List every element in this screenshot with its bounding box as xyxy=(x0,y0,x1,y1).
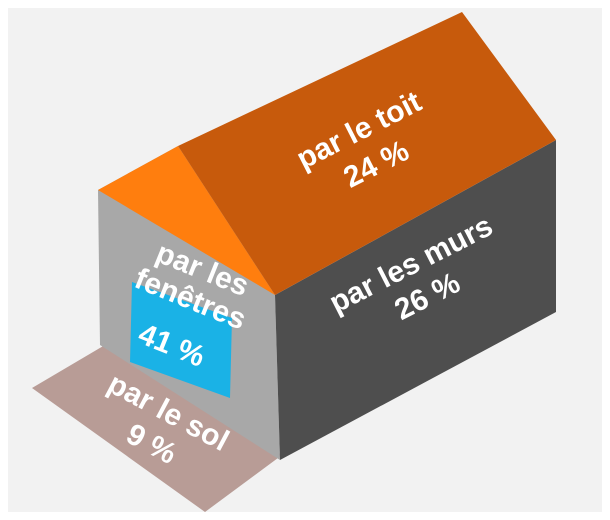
roof xyxy=(178,12,556,295)
gable xyxy=(98,146,275,295)
floor xyxy=(32,342,282,512)
side-wall xyxy=(275,140,556,460)
window xyxy=(130,282,232,398)
